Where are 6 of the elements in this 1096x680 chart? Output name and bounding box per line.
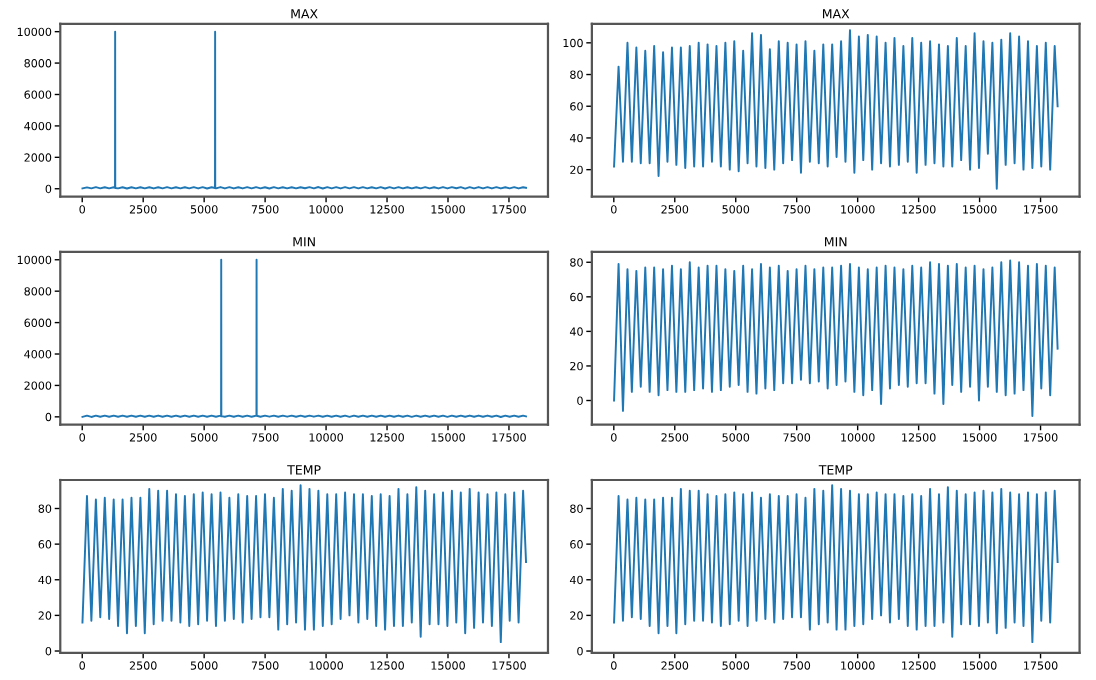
line-series bbox=[81, 258, 527, 418]
line-series bbox=[613, 29, 1059, 190]
line-series bbox=[81, 30, 527, 190]
line-series bbox=[613, 259, 1059, 418]
line-series bbox=[613, 484, 1059, 644]
line-series bbox=[81, 484, 527, 644]
